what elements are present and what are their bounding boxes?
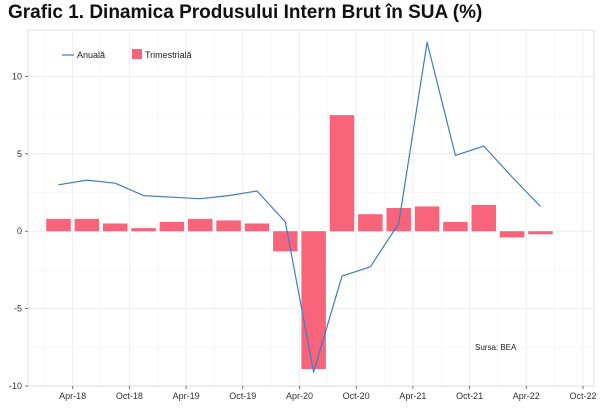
x-tick-label: Oct-20 bbox=[343, 391, 370, 401]
bar-2021Q2 bbox=[414, 206, 440, 232]
bar-2020Q2 bbox=[301, 231, 326, 369]
x-tick-label: Oct-18 bbox=[116, 391, 143, 401]
bar-2021Q4 bbox=[471, 204, 496, 232]
x-tick-label: Oct-22 bbox=[569, 391, 596, 401]
bar-2021Q1 bbox=[386, 208, 411, 232]
y-tick-label: 10 bbox=[12, 71, 22, 81]
x-tick-label: Oct-21 bbox=[456, 391, 483, 401]
bar-2022Q2 bbox=[528, 231, 553, 235]
legend-swatch-trimestriala bbox=[132, 49, 142, 59]
legend-label-anuala: Anuală bbox=[77, 50, 105, 60]
chart-title: Grafic 1. Dinamica Produsului Intern Bru… bbox=[8, 2, 483, 23]
bar-2020Q4 bbox=[358, 214, 383, 232]
bar-2018Q4 bbox=[131, 228, 156, 232]
bar-2019Q4 bbox=[244, 223, 270, 232]
y-tick-label: -5 bbox=[14, 304, 22, 314]
line-anuala bbox=[58, 41, 541, 373]
bar-series bbox=[46, 115, 553, 369]
bar-2022Q1 bbox=[499, 231, 525, 238]
x-tick-label: Apr-22 bbox=[513, 391, 540, 401]
y-tick-label: 0 bbox=[17, 226, 22, 236]
x-tick-label: Apr-20 bbox=[286, 391, 313, 401]
y-tick-label: 5 bbox=[17, 149, 22, 159]
x-tick-label: Apr-21 bbox=[399, 391, 426, 401]
bar-2019Q1 bbox=[159, 221, 185, 232]
legend-label-trimestriala: Trimestrială bbox=[145, 50, 192, 60]
source-annotation: Sursa: BEA bbox=[475, 343, 517, 352]
axes: -10 -5 0 5 10 Apr-18 Oct-18 Apr-19 Oct-19 Apr-20 O… bbox=[9, 71, 596, 401]
x-tick-label: Apr-18 bbox=[59, 391, 86, 401]
x-tick-label: Apr-19 bbox=[173, 391, 200, 401]
y-tick-label: -10 bbox=[9, 381, 22, 391]
bar-2021Q3 bbox=[443, 221, 468, 232]
bar-2018Q1 bbox=[46, 218, 71, 232]
legend: Anuală Trimestrială bbox=[62, 49, 192, 60]
x-tick-label: Oct-19 bbox=[229, 391, 256, 401]
plot-frame bbox=[27, 29, 595, 387]
bar-2020Q1 bbox=[273, 231, 298, 252]
bar-2019Q2 bbox=[188, 218, 213, 232]
bar-2019Q3 bbox=[216, 220, 241, 232]
bar-2020Q3 bbox=[329, 115, 355, 232]
bar-2018Q3 bbox=[102, 223, 128, 232]
line-series bbox=[58, 41, 541, 373]
bar-2018Q2 bbox=[74, 218, 100, 232]
